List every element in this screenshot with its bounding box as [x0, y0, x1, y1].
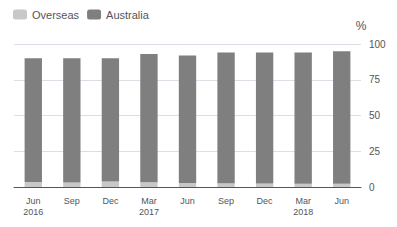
svg-text:2017: 2017: [139, 207, 159, 217]
svg-text:Dec: Dec: [102, 196, 119, 206]
svg-text:0: 0: [369, 182, 375, 193]
svg-text:Mar: Mar: [295, 196, 311, 206]
svg-text:25: 25: [369, 146, 381, 157]
svg-text:Overseas: Overseas: [32, 9, 80, 21]
svg-text:Dec: Dec: [257, 196, 274, 206]
svg-text:2018: 2018: [293, 207, 313, 217]
svg-text:Sep: Sep: [64, 196, 80, 206]
svg-text:100: 100: [369, 39, 386, 50]
svg-text:Jun: Jun: [26, 196, 41, 206]
svg-text:50: 50: [369, 110, 381, 121]
svg-text:%: %: [356, 19, 367, 33]
svg-text:Jun: Jun: [334, 196, 349, 206]
svg-text:Sep: Sep: [218, 196, 234, 206]
svg-text:2016: 2016: [23, 207, 43, 217]
svg-text:75: 75: [369, 74, 381, 85]
svg-text:Jun: Jun: [180, 196, 195, 206]
svg-text:Mar: Mar: [141, 196, 157, 206]
svg-text:Australia: Australia: [106, 9, 150, 21]
